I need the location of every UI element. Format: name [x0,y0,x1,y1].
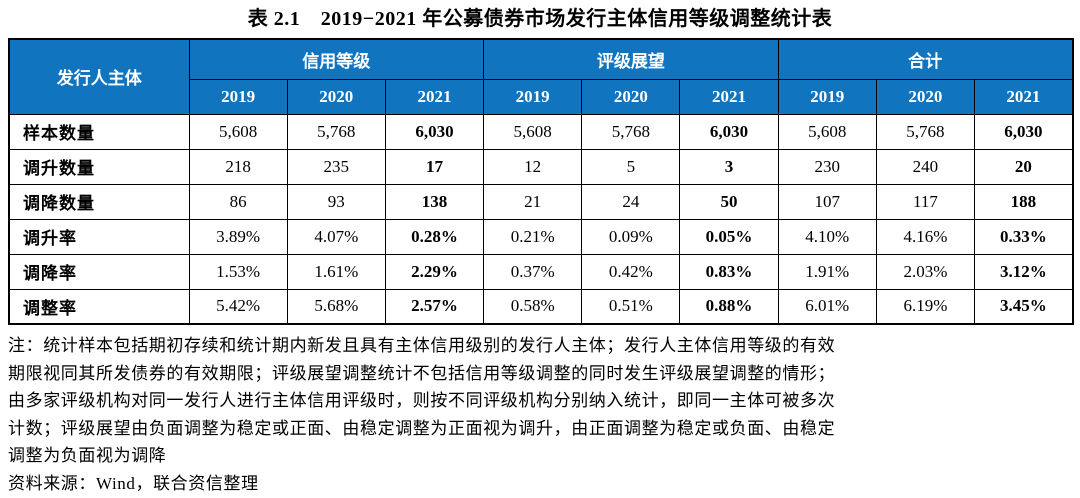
cell: 5.42% [188,288,288,325]
cell: 188 [973,183,1074,220]
table-row-downgrade-rate: 调降率 1.53% 1.61% 2.29% 0.37% 0.42% 0.83% … [8,253,1074,290]
footnote-line: 调整为负面视为调降 [8,446,167,465]
cell: 3.89% [188,218,288,255]
footnote-line: 注：统计样本包括期初存续和统计期内新发且具有主体信用级别的发行人主体；发行人主体… [8,336,836,355]
cell: 5,608 [777,113,877,150]
cell: 0.37% [483,253,583,290]
cell: 218 [188,148,288,185]
cell: 1.91% [777,253,877,290]
cell: 0.09% [581,218,681,255]
cell: 2.57% [384,288,485,325]
table-row-sample-count: 样本数量 5,608 5,768 6,030 5,608 5,768 6,030… [8,113,1074,150]
table-row-upgrade-count: 调升数量 218 235 17 12 5 3 230 240 20 [8,148,1074,185]
cell: 4.16% [875,218,976,255]
cell: 230 [777,148,877,185]
year-header: 2019 [777,78,877,115]
cell: 0.28% [384,218,485,255]
footnote-line: 期限视同其所发债券的有效期限；评级展望调整统计不包括信用等级调整的同时发生评级展… [8,363,836,383]
year-header: 2021 [384,78,485,115]
cell: 2.29% [384,253,485,290]
cell: 138 [384,183,485,220]
year-header: 2020 [875,78,976,115]
year-header: 2020 [581,78,681,115]
cell: 5 [581,148,681,185]
table-title: 表 2.1 2019−2021 年公募债券市场发行主体信用等级调整统计表 [247,8,833,30]
cell: 5,768 [581,113,681,150]
year-header: 2020 [286,78,386,115]
cell: 0.51% [581,288,681,325]
header-year-row: 2019 2020 2021 2019 2020 2021 2019 2020 … [9,78,1074,115]
cell: 5,608 [188,113,288,150]
cell: 3.45% [973,288,1074,325]
rating-adjustment-table: 发行人主体 信用等级 评级展望 合计 2019 2020 2021 2019 2… [8,38,1074,325]
cell: 5,608 [483,113,583,150]
cell: 1.61% [286,253,386,290]
cell: 0.58% [483,288,583,325]
cell: 1.53% [188,253,288,290]
header-group-row: 发行人主体 信用等级 评级展望 合计 [8,38,1074,115]
group-header-total: 合计 [777,38,1074,80]
cell: 5.68% [286,288,386,325]
cell: 50 [679,183,779,220]
cell: 0.42% [581,253,681,290]
row-label: 调升数量 [8,148,190,185]
cell: 24 [581,183,681,220]
cell: 235 [286,148,386,185]
footnote-line: 由多家评级机构对同一发行人进行主体信用评级时，则按不同评级机构分别纳入统计，即同… [8,391,836,410]
cell: 6,030 [679,113,779,150]
row-label: 调整率 [8,288,190,325]
footnote-line: 计数；评级展望由负面调整为稳定或正面、由稳定调整为正面视为调升，由正面调整为稳定… [8,418,836,438]
cell: 93 [286,183,386,220]
data-source: 资料来源：Wind，联合资信整理 [8,473,259,493]
cell: 0.83% [679,253,779,290]
cell: 20 [973,148,1074,185]
table-row-upgrade-rate: 调升率 3.89% 4.07% 0.28% 0.21% 0.09% 0.05% … [8,218,1074,255]
cell: 4.07% [286,218,386,255]
cell: 107 [777,183,877,220]
cell: 21 [483,183,583,220]
year-header: 2021 [679,78,779,115]
cell: 3 [679,148,779,185]
table-row-adjustment-rate: 调整率 5.42% 5.68% 2.57% 0.58% 0.51% 0.88% … [8,288,1074,325]
year-header: 2021 [973,78,1074,115]
row-label: 调降数量 [8,183,190,220]
cell: 12 [483,148,583,185]
year-header: 2019 [188,78,288,115]
cell: 6.19% [875,288,976,325]
cell: 17 [384,148,485,185]
group-header-rating-outlook: 评级展望 [483,38,779,80]
cell: 4.10% [777,218,877,255]
corner-header: 发行人主体 [8,38,190,115]
cell: 0.88% [679,288,779,325]
cell: 5,768 [286,113,386,150]
table-row-downgrade-count: 调降数量 86 93 138 21 24 50 107 117 188 [8,183,1074,220]
row-label: 调降率 [8,253,190,290]
row-label: 样本数量 [8,113,190,150]
group-header-credit-rating: 信用等级 [188,38,485,80]
year-header: 2019 [483,78,583,115]
cell: 86 [188,183,288,220]
cell: 0.05% [679,218,779,255]
cell: 6,030 [384,113,485,150]
row-label: 调升率 [8,218,190,255]
cell: 2.03% [875,253,976,290]
cell: 5,768 [875,113,976,150]
cell: 0.33% [973,218,1074,255]
cell: 3.12% [973,253,1074,290]
cell: 240 [875,148,976,185]
footnote: 注：统计样本包括期初存续和统计期内新发且具有主体信用级别的发行人主体；发行人主体… [8,332,1072,470]
cell: 6.01% [777,288,877,325]
cell: 117 [875,183,976,220]
cell: 6,030 [973,113,1074,150]
cell: 0.21% [483,218,583,255]
